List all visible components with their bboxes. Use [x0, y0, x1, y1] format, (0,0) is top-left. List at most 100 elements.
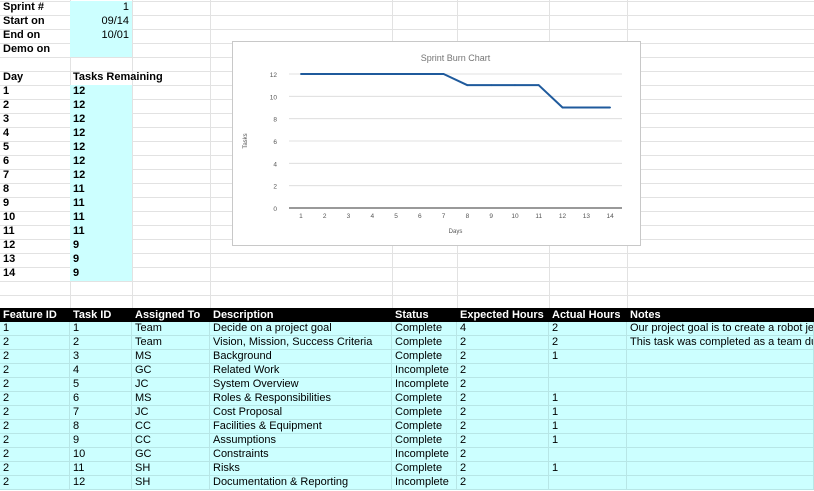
- table-cell[interactable]: 1: [549, 434, 627, 448]
- table-cell[interactable]: [627, 434, 814, 448]
- table-cell[interactable]: CC: [132, 420, 210, 434]
- table-cell[interactable]: Incomplete: [392, 476, 457, 490]
- burn-chart[interactable]: Sprint Burn Chart 0 2 4 6 8 10 12 1 2 3 4 5 6 7 8 9 10 11 1…: [232, 41, 641, 246]
- table-cell[interactable]: 12: [70, 476, 132, 490]
- table-cell[interactable]: Documentation & Reporting: [210, 476, 392, 490]
- column-header[interactable]: Status: [392, 309, 457, 322]
- table-cell[interactable]: 2: [457, 392, 549, 406]
- table-cell[interactable]: This task was completed as a team du: [627, 336, 814, 350]
- table-cell[interactable]: Background: [210, 350, 392, 364]
- table-cell[interactable]: Team: [132, 336, 210, 350]
- table-cell[interactable]: Facilities & Equipment: [210, 420, 392, 434]
- table-cell[interactable]: 2: [70, 336, 132, 350]
- column-header[interactable]: Assigned To: [132, 309, 210, 322]
- table-cell[interactable]: 2: [0, 406, 70, 420]
- table-cell[interactable]: Complete: [392, 406, 457, 420]
- table-cell[interactable]: Related Work: [210, 364, 392, 378]
- day-cell[interactable]: 2: [3, 99, 10, 111]
- table-cell[interactable]: JC: [132, 406, 210, 420]
- column-header[interactable]: Feature ID: [0, 309, 70, 322]
- table-cell[interactable]: 3: [70, 350, 132, 364]
- tasks-remaining-cell[interactable]: 12: [70, 155, 132, 169]
- table-cell[interactable]: [627, 364, 814, 378]
- table-cell[interactable]: 2: [457, 434, 549, 448]
- table-cell[interactable]: 1: [549, 462, 627, 476]
- table-cell[interactable]: Complete: [392, 350, 457, 364]
- tasks-remaining-cell[interactable]: 11: [70, 183, 132, 197]
- table-cell[interactable]: Complete: [392, 462, 457, 476]
- table-cell[interactable]: 2: [0, 476, 70, 490]
- table-cell[interactable]: 2: [457, 336, 549, 350]
- table-cell[interactable]: Complete: [392, 392, 457, 406]
- table-cell[interactable]: [627, 420, 814, 434]
- table-cell[interactable]: 1: [549, 392, 627, 406]
- table-cell[interactable]: [627, 476, 814, 490]
- start-value-cell[interactable]: 09/14: [70, 15, 132, 29]
- table-cell[interactable]: Constraints: [210, 448, 392, 462]
- table-cell[interactable]: [549, 378, 627, 392]
- day-cell[interactable]: 11: [3, 225, 15, 237]
- table-cell[interactable]: Vision, Mission, Success Criteria: [210, 336, 392, 350]
- table-cell[interactable]: 2: [457, 364, 549, 378]
- table-cell[interactable]: 7: [70, 406, 132, 420]
- table-cell[interactable]: [627, 350, 814, 364]
- table-cell[interactable]: Complete: [392, 322, 457, 336]
- table-cell[interactable]: 1: [0, 322, 70, 336]
- table-cell[interactable]: 2: [457, 462, 549, 476]
- table-cell[interactable]: [549, 448, 627, 462]
- table-cell[interactable]: 2: [0, 462, 70, 476]
- table-cell[interactable]: Decide on a project goal: [210, 322, 392, 336]
- table-cell[interactable]: 2: [0, 420, 70, 434]
- day-cell[interactable]: 5: [3, 141, 10, 153]
- day-cell[interactable]: 12: [3, 239, 16, 251]
- table-cell[interactable]: [627, 448, 814, 462]
- day-cell[interactable]: 8: [3, 183, 10, 195]
- table-cell[interactable]: 5: [70, 378, 132, 392]
- table-cell[interactable]: 2: [457, 476, 549, 490]
- table-cell[interactable]: 2: [0, 336, 70, 350]
- table-cell[interactable]: [549, 364, 627, 378]
- day-cell[interactable]: 1: [3, 85, 10, 97]
- table-cell[interactable]: 11: [70, 462, 132, 476]
- table-cell[interactable]: Incomplete: [392, 448, 457, 462]
- table-cell[interactable]: 2: [0, 378, 70, 392]
- tasks-remaining-cell[interactable]: 11: [70, 225, 132, 239]
- day-cell[interactable]: 6: [3, 155, 10, 167]
- day-cell[interactable]: 4: [3, 127, 10, 139]
- column-header[interactable]: Expected Hours: [457, 309, 549, 322]
- table-cell[interactable]: GC: [132, 364, 210, 378]
- table-cell[interactable]: 2: [457, 350, 549, 364]
- table-cell[interactable]: SH: [132, 476, 210, 490]
- table-cell[interactable]: MS: [132, 350, 210, 364]
- tasks-remaining-cell[interactable]: 12: [70, 169, 132, 183]
- table-cell[interactable]: Our project goal is to create a robot je…: [627, 322, 814, 336]
- day-cell[interactable]: 9: [3, 197, 10, 209]
- table-cell[interactable]: 2: [0, 448, 70, 462]
- table-cell[interactable]: 1: [549, 350, 627, 364]
- table-cell[interactable]: MS: [132, 392, 210, 406]
- tasks-remaining-cell[interactable]: 12: [70, 99, 132, 113]
- day-cell[interactable]: 13: [3, 253, 16, 265]
- table-cell[interactable]: [627, 378, 814, 392]
- table-cell[interactable]: [549, 476, 627, 490]
- end-value-cell[interactable]: 10/01: [70, 29, 132, 43]
- table-cell[interactable]: Assumptions: [210, 434, 392, 448]
- tasks-remaining-cell[interactable]: 11: [70, 197, 132, 211]
- table-cell[interactable]: 2: [0, 364, 70, 378]
- table-cell[interactable]: GC: [132, 448, 210, 462]
- table-cell[interactable]: 4: [457, 322, 549, 336]
- table-cell[interactable]: Complete: [392, 420, 457, 434]
- table-cell[interactable]: 2: [0, 434, 70, 448]
- table-cell[interactable]: 2: [549, 322, 627, 336]
- table-cell[interactable]: 2: [457, 420, 549, 434]
- tasks-remaining-cell[interactable]: 12: [70, 141, 132, 155]
- column-header[interactable]: Description: [210, 309, 392, 322]
- tasks-remaining-cell[interactable]: 12: [70, 113, 132, 127]
- demo-value-cell[interactable]: [70, 43, 132, 57]
- table-cell[interactable]: 2: [457, 448, 549, 462]
- tasks-remaining-cell[interactable]: 11: [70, 211, 132, 225]
- table-cell[interactable]: 6: [70, 392, 132, 406]
- table-cell[interactable]: [627, 392, 814, 406]
- day-cell[interactable]: 10: [3, 211, 16, 223]
- table-cell[interactable]: 2: [549, 336, 627, 350]
